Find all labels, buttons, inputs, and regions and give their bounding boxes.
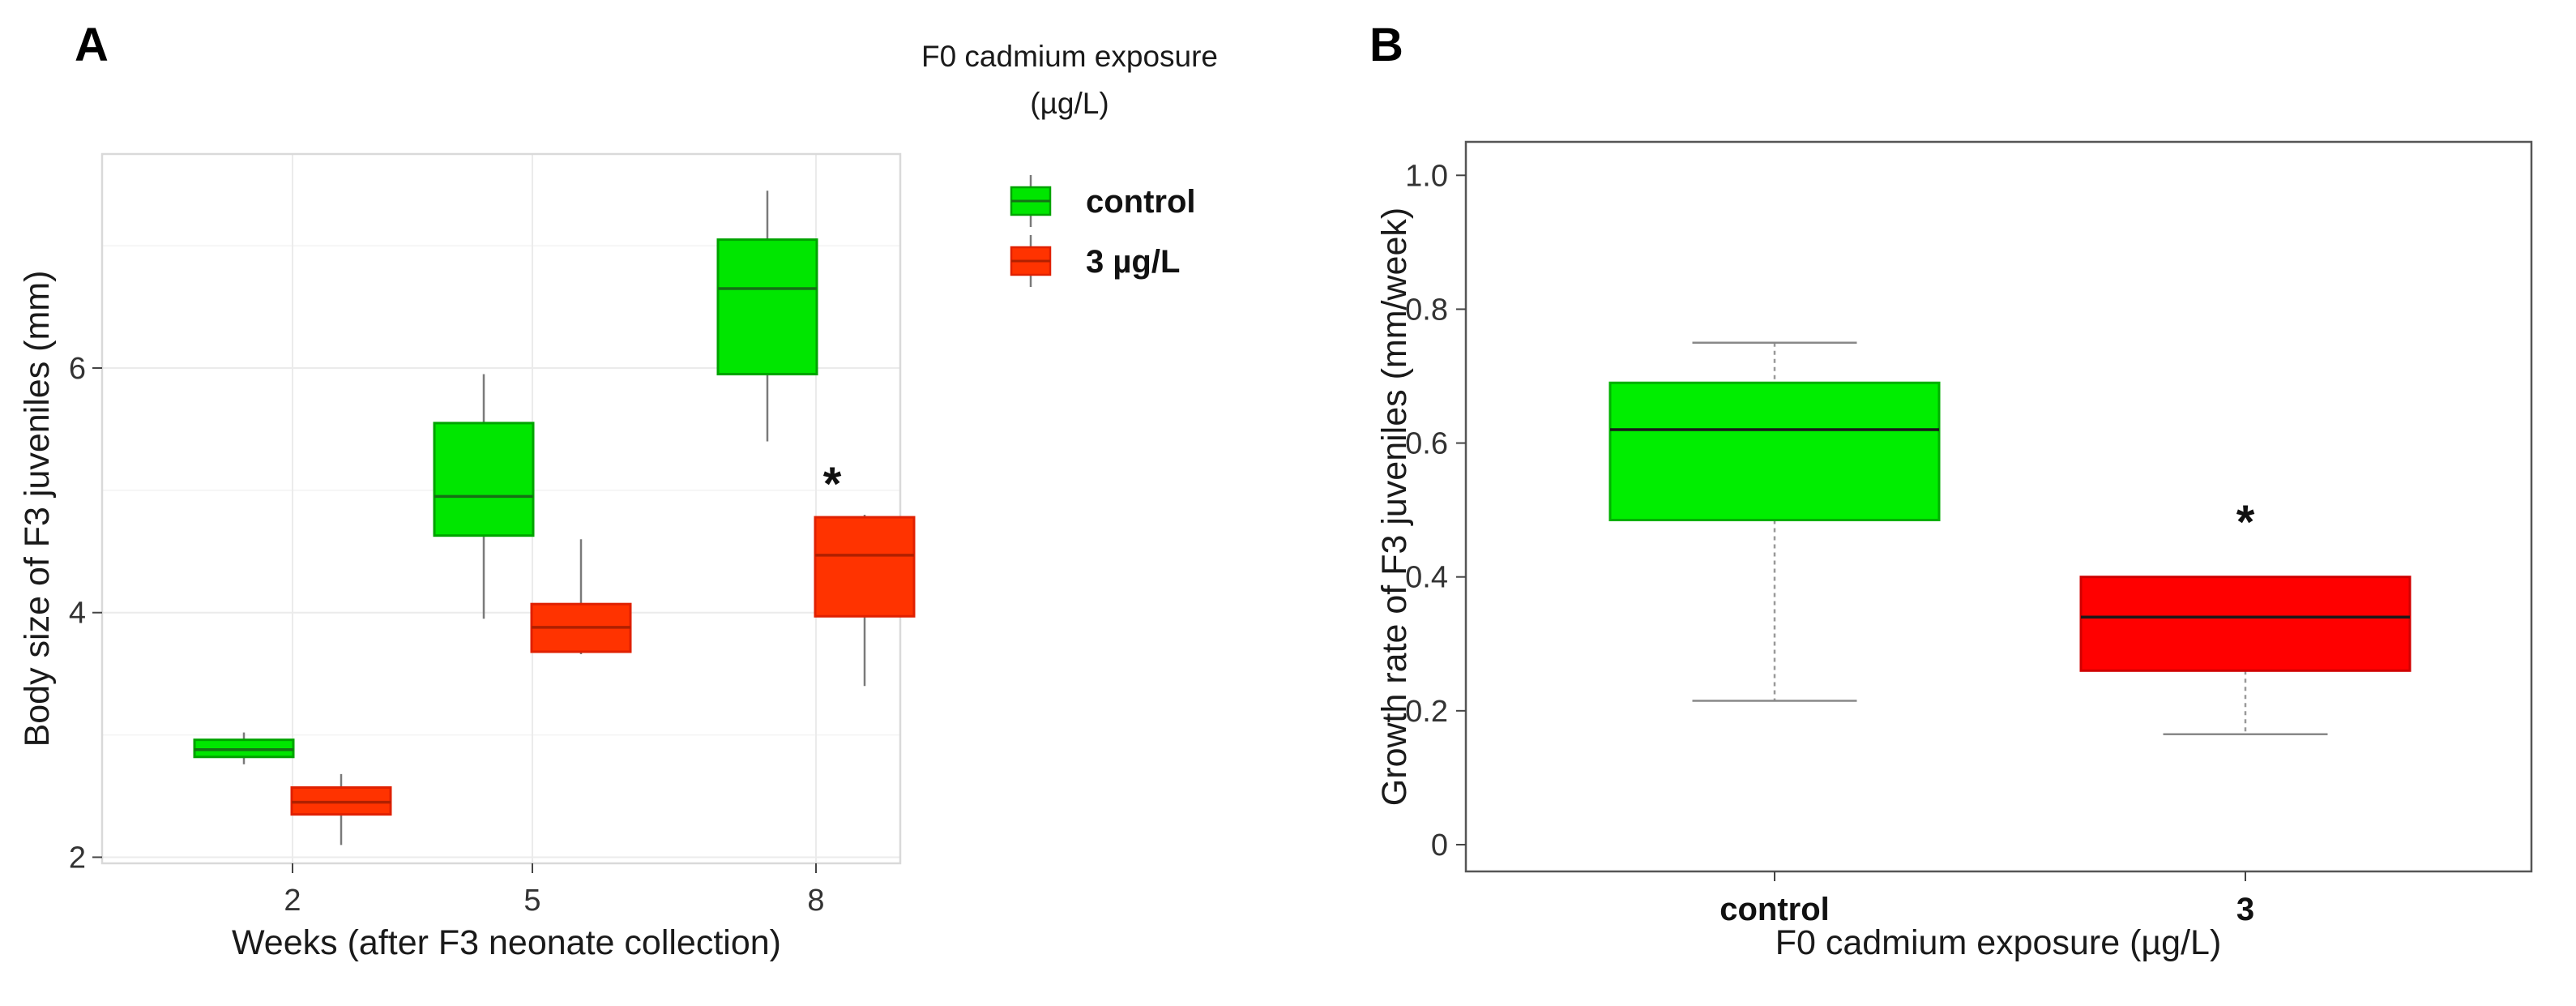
legend-label: 3 µg/L: [1086, 244, 1180, 280]
panel-b-y-tick-label: 0.8: [1405, 293, 1448, 327]
panel-a-box-cadmium-week-5: [530, 539, 632, 655]
panel-b-plot-frame: [1464, 140, 2533, 873]
panel-a-gridlines: [102, 154, 900, 863]
panel-b-y-tick-label: 0: [1431, 828, 1448, 863]
panel-a-control-box: [716, 238, 818, 376]
panel-a-cadmium-box: [814, 516, 916, 618]
panel-a-ticks: 2 4 6 2 5 8: [69, 352, 825, 918]
panel-b: B * 0 0.2 0.4 0.6 0.8 1.0 control 3 Growth rate…: [1369, 19, 2533, 962]
legend-title-line1: F0 cadmium exposure: [921, 40, 1218, 73]
panel-b-y-axis-title: Growth rate of F3 juveniles (mm/week): [1375, 208, 1414, 806]
panel-letter-a: A: [75, 19, 109, 71]
panel-b-box-control: [1608, 341, 1941, 702]
panel-a-box-control-week-5: [433, 374, 535, 619]
panel-b-y-tick-label: 1.0: [1405, 159, 1448, 193]
panel-b-boxplots: *: [1608, 341, 2412, 735]
panel-b-x-tick-label: control: [1719, 892, 1830, 927]
legend-label: control: [1086, 184, 1196, 220]
panel-b-control-box: [1608, 381, 1941, 522]
panel-a-box-control-week-8: [716, 190, 818, 442]
panel-a-significance-asterisk: *: [823, 458, 842, 511]
panel-a-x-tick-label: 2: [284, 884, 301, 918]
panel-a-x-tick-label: 5: [523, 884, 540, 918]
legend-title-line2: (µg/L): [1030, 87, 1109, 120]
panel-a-box-cadmium-week-2: [290, 773, 392, 845]
panel-a: A * 2 4 6 2 5 8 Body size of F3 juveniles (mm…: [18, 19, 1218, 962]
panel-a-control-box: [433, 422, 535, 537]
panel-b-significance-asterisk: *: [2236, 496, 2255, 549]
panel-b-box-cadmium: [2079, 576, 2412, 735]
panel-b-x-tick-label: 3: [2236, 892, 2254, 927]
panel-b-cadmium-box: [2079, 576, 2412, 672]
panel-a-plot-frame: [100, 152, 902, 865]
legend-item-cadmium: 3 µg/L: [1010, 235, 1180, 287]
panel-a-x-axis-title: Weeks (after F3 neonate collection): [232, 923, 781, 962]
panel-b-y-tick-label: 0.2: [1405, 695, 1448, 729]
panel-a-x-tick-label: 8: [807, 884, 824, 918]
panel-letter-b: B: [1369, 19, 1403, 71]
panel-a-y-tick-label: 4: [69, 597, 86, 631]
panel-a-boxplots: *: [193, 190, 916, 845]
panel-a-box-cadmium-week-8: [814, 515, 916, 687]
panel-a-box-control-week-2: [193, 732, 295, 764]
panel-a-y-axis-title: Body size of F3 juveniles (mm): [18, 271, 57, 747]
legend-item-control: control: [1010, 175, 1196, 227]
panel-a-y-tick-label: 2: [69, 841, 86, 875]
panel-b-y-tick-label: 0.6: [1405, 427, 1448, 461]
panel-a-legend: F0 cadmium exposure (µg/L) control 3 µg/L: [921, 40, 1218, 287]
panel-b-ticks: 0 0.2 0.4 0.6 0.8 1.0 control 3: [1405, 159, 2254, 927]
panel-a-y-tick-label: 6: [69, 352, 86, 386]
panel-b-x-axis-title: F0 cadmium exposure (µg/L): [1775, 923, 2222, 962]
panel-b-y-tick-label: 0.4: [1405, 561, 1448, 595]
